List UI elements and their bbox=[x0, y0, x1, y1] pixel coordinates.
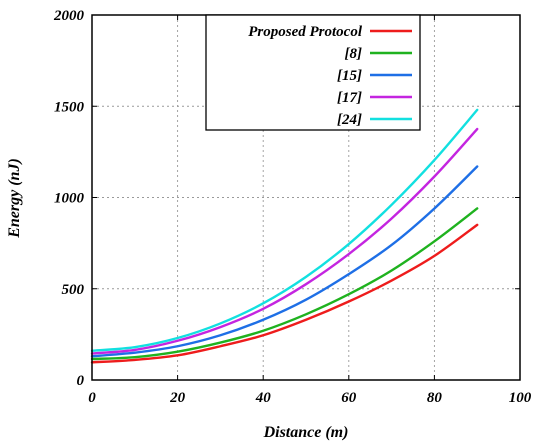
x-axis-title: Distance (m) bbox=[263, 424, 349, 441]
x-tick-label: 80 bbox=[427, 390, 443, 406]
legend: Proposed Protocol [8] [15] [17] [24] bbox=[205, 14, 421, 131]
x-tick-label: 0 bbox=[88, 390, 96, 406]
y-tick-label: 1000 bbox=[54, 191, 85, 207]
x-tick-label: 60 bbox=[341, 390, 357, 406]
legend-label-3: [17] bbox=[337, 90, 362, 106]
legend-label-1: [8] bbox=[345, 46, 363, 62]
series-line-3 bbox=[90, 127, 479, 355]
y-axis-title: Energy (nJ) bbox=[6, 158, 23, 239]
series-line-2 bbox=[90, 165, 479, 358]
x-tick-label: 40 bbox=[255, 390, 272, 406]
series-line-1 bbox=[90, 207, 479, 361]
x-tick-label: 20 bbox=[169, 390, 186, 406]
series-layer bbox=[90, 108, 479, 364]
y-tick-label: 2000 bbox=[53, 8, 85, 24]
y-tick-label: 500 bbox=[62, 282, 85, 298]
legend-label-0: Proposed Protocol bbox=[248, 24, 363, 40]
y-tick-label: 1500 bbox=[54, 99, 85, 115]
series-line-0 bbox=[90, 223, 479, 364]
x-tick-label: 100 bbox=[509, 390, 532, 406]
legend-label-4: [24] bbox=[337, 112, 362, 128]
legend-box bbox=[205, 14, 421, 131]
series-line-4 bbox=[90, 108, 479, 352]
y-tick-label: 0 bbox=[77, 373, 85, 389]
legend-label-2: [15] bbox=[337, 68, 362, 84]
